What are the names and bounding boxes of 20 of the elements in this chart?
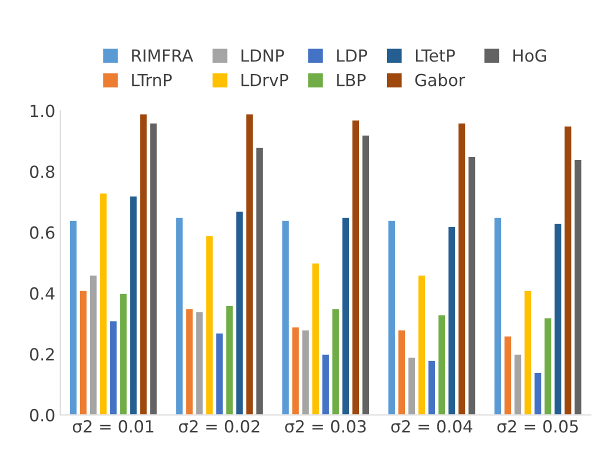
x-tick-label: σ2 = 0.02 bbox=[178, 420, 260, 433]
legend-label: LDNP bbox=[242, 49, 284, 62]
legend-label: LTetP bbox=[416, 49, 455, 62]
legend-label: RIMFRA bbox=[132, 49, 194, 62]
y-tick-label: 0.0 bbox=[30, 408, 54, 422]
legend-label: Gabor bbox=[415, 73, 466, 86]
y-tick-label: 0.8 bbox=[30, 165, 54, 178]
legend-label: LDP bbox=[337, 49, 368, 62]
y-tick-label: 0.4 bbox=[30, 287, 55, 300]
x-tick-label: σ2 = 0.04 bbox=[391, 420, 472, 433]
y-tick-label: 0.2 bbox=[30, 348, 54, 361]
x-tick-label: σ2 = 0.03 bbox=[285, 420, 366, 433]
legend-label: LTrnP bbox=[132, 74, 172, 86]
x-tick-label: σ2 = 0.05 bbox=[497, 420, 578, 433]
legend-label: LDrvP bbox=[242, 74, 288, 86]
y-tick-label: 0.6 bbox=[30, 226, 54, 239]
y-tick-label: 1.0 bbox=[30, 104, 54, 118]
x-tick-label: σ2 = 0.01 bbox=[72, 420, 154, 433]
legend-label: LBP bbox=[337, 74, 366, 86]
legend-label: HoG bbox=[513, 49, 546, 62]
